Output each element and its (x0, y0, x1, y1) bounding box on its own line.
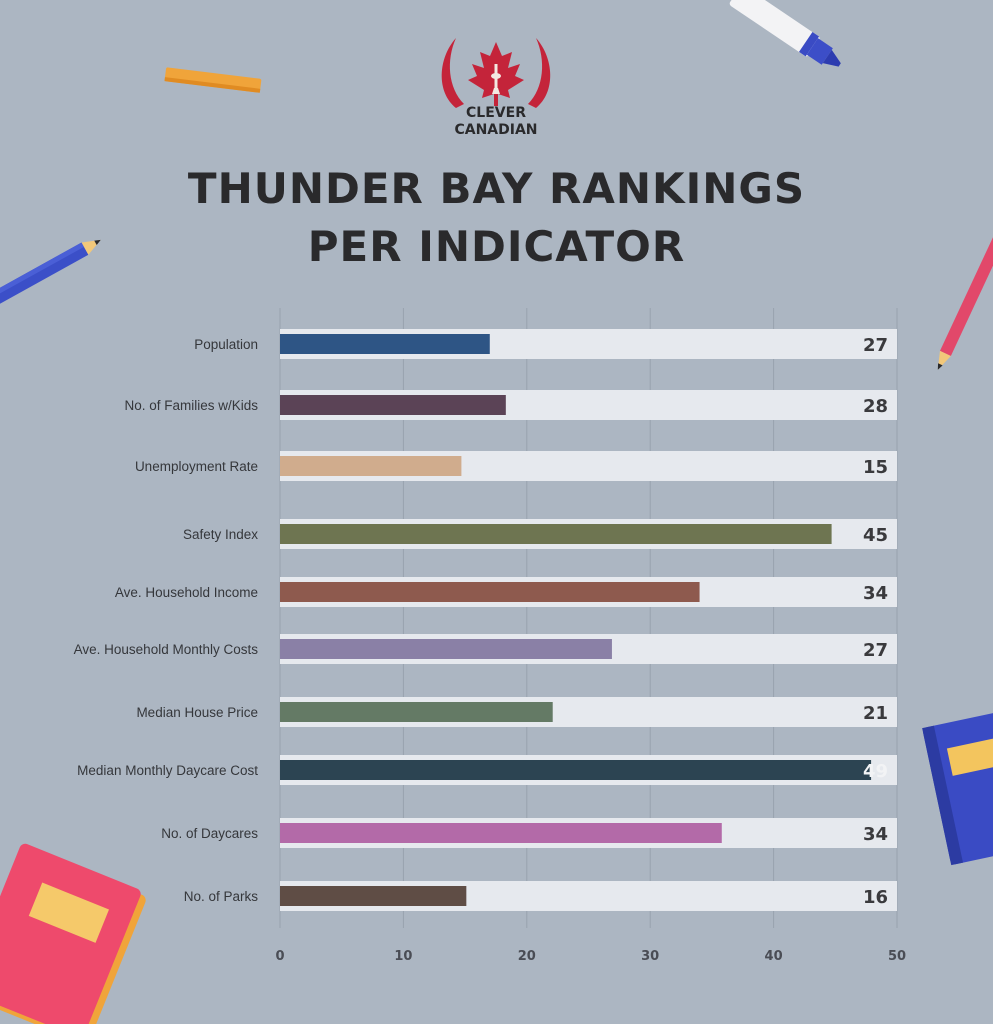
category-label: No. of Parks (184, 889, 259, 904)
category-label: No. of Families w/Kids (124, 398, 258, 413)
x-tick-label: 30 (641, 949, 659, 964)
pencil-decoration (0, 239, 101, 309)
chart-title-line-2: PER INDICATOR (307, 222, 686, 271)
chart-title-line-1: THUNDER BAY RANKINGS (187, 164, 806, 213)
bar (280, 334, 490, 354)
value-label: 27 (863, 335, 888, 356)
category-label: Ave. Household Income (115, 585, 258, 600)
ruler-decoration (164, 67, 262, 93)
bar (280, 886, 467, 906)
value-label: 28 (863, 396, 888, 417)
pencil-decoration (937, 233, 993, 370)
category-label: Median Monthly Daycare Cost (77, 763, 258, 778)
category-label: Unemployment Rate (135, 459, 258, 474)
bar (280, 395, 506, 415)
category-label: Ave. Household Monthly Costs (74, 642, 259, 657)
bar (280, 456, 462, 476)
value-label: 34 (863, 824, 888, 845)
x-tick-label: 50 (888, 949, 906, 964)
category-label: Median House Price (136, 705, 258, 720)
value-label: 15 (863, 457, 888, 478)
x-tick-label: 40 (765, 949, 783, 964)
bar (280, 823, 722, 843)
book-decoration (922, 712, 993, 866)
x-tick-label: 0 (275, 949, 284, 964)
logo-line2: CANADIAN (454, 122, 537, 138)
x-tick-label: 10 (394, 949, 412, 964)
logo-line1: CLEVER (466, 105, 526, 121)
value-label: 21 (863, 703, 888, 724)
value-label: 16 (863, 887, 888, 908)
logo: CLEVER CANADIAN (441, 38, 551, 138)
bar (280, 702, 553, 722)
category-label: Safety Index (183, 527, 258, 542)
book-decoration (0, 843, 146, 1024)
bar (280, 524, 832, 544)
x-tick-label: 20 (518, 949, 536, 964)
value-label: 34 (863, 583, 888, 604)
marker-decoration (729, 0, 841, 67)
bar (280, 760, 872, 780)
category-label: Population (194, 337, 258, 352)
value-label: 49 (863, 761, 888, 782)
bar (280, 639, 612, 659)
value-label: 45 (863, 525, 888, 546)
category-label: No. of Daycares (161, 826, 258, 841)
value-label: 27 (863, 640, 888, 661)
bar (280, 582, 700, 602)
